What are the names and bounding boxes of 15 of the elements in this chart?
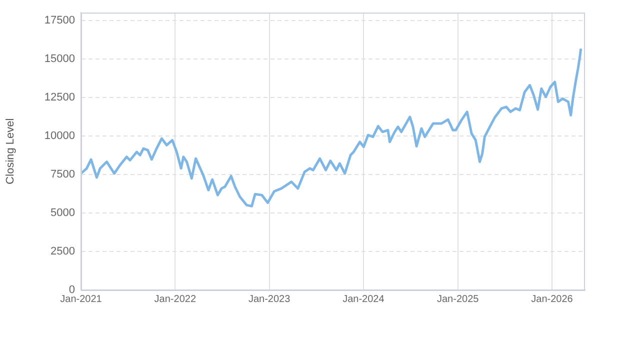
y-tick-label: 2500 — [50, 246, 75, 258]
x-tick-label: Jan-2024 — [342, 294, 385, 305]
y-tick-label: 5000 — [50, 206, 75, 219]
y-tick-label: 12500 — [44, 91, 75, 104]
y-tick-label: 0 — [68, 284, 75, 296]
x-tick-label: Jan-2021 — [60, 294, 102, 305]
x-tick-label: Jan-2026 — [531, 294, 574, 305]
y-tick-label: 17500 — [44, 14, 75, 26]
y-tick-label: 10000 — [44, 130, 75, 142]
x-tick-label: Jan-2023 — [248, 294, 291, 305]
y-axis-title: Closing Level — [4, 118, 17, 184]
y-tick-label: 7500 — [50, 168, 75, 180]
y-tick-label: 15000 — [44, 52, 75, 65]
x-tick-label: Jan-2025 — [436, 294, 480, 305]
x-tick-label: Jan-2022 — [154, 294, 196, 305]
